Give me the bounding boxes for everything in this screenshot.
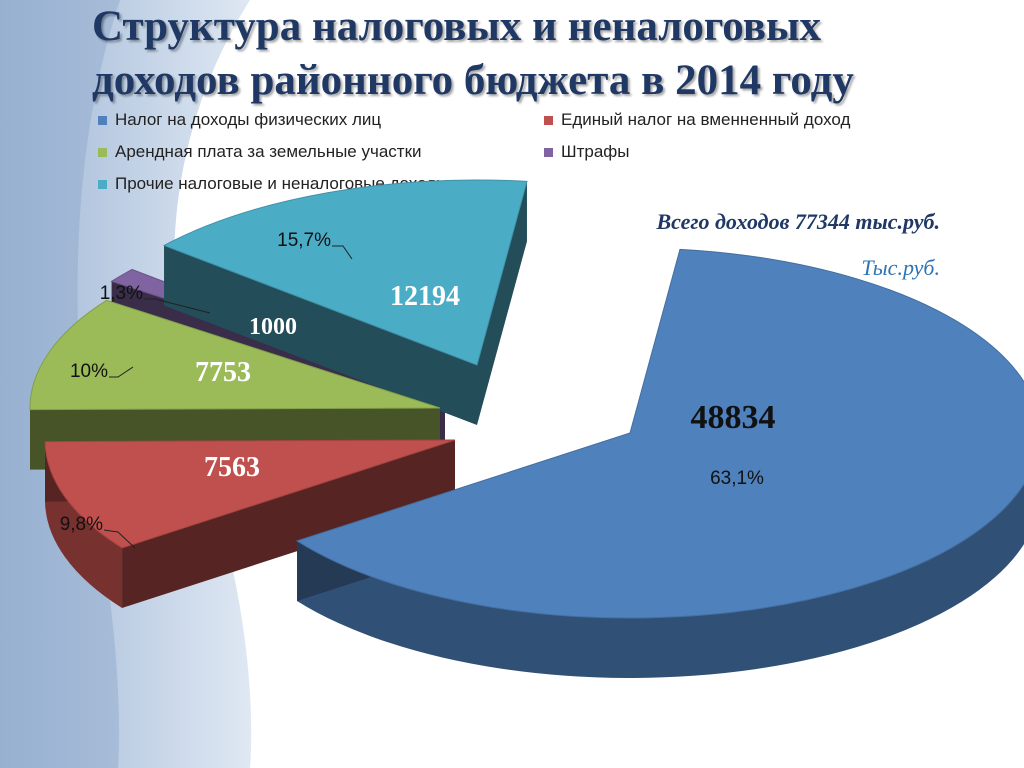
pie-slice-cut [164,245,477,425]
total-income-text: Всего доходов 77344 тыс.руб. [656,209,940,234]
percent-label: 15,7% [277,230,331,251]
legend-label: Единый налог на вменненный доход [561,110,851,129]
chart-title-line2: доходов районного бюджета в 2014 году [92,57,854,104]
leader-line [109,366,134,378]
chart-title-line1: Структура налоговых и неналоговых [92,3,822,50]
pie-slice-top [162,179,528,366]
legend-label: Налог на доходы физических лиц [115,110,382,129]
pie-slice-top [295,248,1024,619]
value-label: 48834 [691,399,776,436]
value-label: 7753 [195,357,251,388]
legend-label: Штрафы [561,142,630,161]
legend-swatch-blue [98,115,107,125]
percent-label: 1,3% [100,283,143,304]
value-label: 7563 [204,452,260,483]
legend-item-fines: Штрафы [544,142,629,162]
chart-title: Структура налоговых и неналоговых доходо… [92,0,1012,108]
legend-swatch-green [98,147,107,157]
chart-legend: Налог на доходы физических лиц Единый на… [98,110,998,200]
pie-slice-side [297,484,1024,678]
legend-label: Арендная плата за земельные участки [115,142,422,161]
pie-slice-2 [44,439,456,608]
legend-swatch-red [544,115,553,125]
leader-line [144,298,211,314]
pie-slice-3 [29,299,441,470]
legend-swatch-purple [544,147,553,157]
pie-slice-top [44,439,456,549]
percent-label: 63,1% [710,468,764,489]
legend-item-ndfl: Налог на доходы физических лиц [98,110,381,130]
pie-slice-1 [295,248,1024,678]
value-label: 1000 [249,314,297,340]
pie-slice-side [45,441,123,608]
legend-swatch-teal [98,179,107,189]
pie-slice-cut [477,181,527,425]
value-label: 12194 [390,281,460,312]
unit-text: Тыс.руб. [861,255,940,280]
percent-label: 9,8% [60,514,103,535]
pie-slice-5 [162,179,528,425]
pie-slice-top [29,299,441,411]
legend-item-envd: Единый налог на вменненный доход [544,110,850,130]
leader-line [332,245,353,260]
leader-line [103,529,136,549]
percent-label: 10% [70,361,108,382]
legend-item-rent: Арендная плата за земельные участки [98,142,422,162]
